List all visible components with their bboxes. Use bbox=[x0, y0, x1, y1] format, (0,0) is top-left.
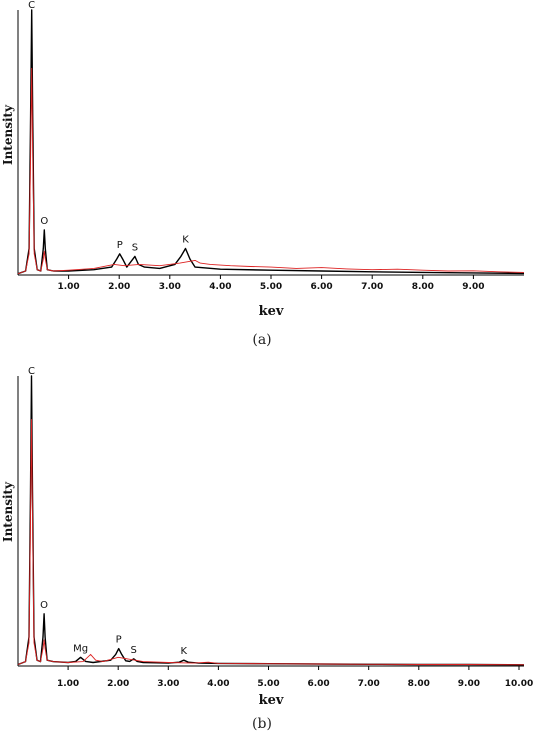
panel-caption: (a) bbox=[252, 332, 271, 348]
x-tick-label: 6.00 bbox=[310, 282, 332, 292]
x-tick-label: 9.00 bbox=[458, 679, 480, 689]
x-tick-label: 2.00 bbox=[107, 679, 129, 689]
peak-label: K bbox=[182, 235, 189, 246]
x-tick-label: 3.00 bbox=[157, 679, 179, 689]
peak-label: S bbox=[132, 242, 138, 253]
x-tick-label: 9.00 bbox=[462, 282, 484, 292]
spectrum-line-black bbox=[17, 9, 525, 275]
x-tick-label: 6.00 bbox=[307, 679, 329, 689]
x-tick-label: 7.00 bbox=[361, 282, 383, 292]
x-tick-label: 5.00 bbox=[260, 282, 282, 292]
peak-label: O bbox=[40, 600, 48, 611]
x-tick-label: 2.00 bbox=[108, 282, 130, 292]
y-axis-label: Intensity bbox=[1, 104, 15, 165]
peak-label: Mg bbox=[73, 643, 88, 654]
x-axis-label: kev bbox=[259, 304, 284, 319]
x-tick-label: 8.00 bbox=[412, 282, 434, 292]
x-tick-label: 3.00 bbox=[159, 282, 181, 292]
peak-label: S bbox=[131, 645, 137, 656]
peak-label: P bbox=[117, 240, 123, 251]
x-tick-label: 1.00 bbox=[57, 679, 79, 689]
spectrum-panel-b: 1.00 2.00 3.00 4.00 5.00 6.00 7.00 8.00 9.00 10.0… bbox=[1, 366, 533, 732]
spectrum-panel-a: 1.00 2.00 3.00 4.00 5.00 6.00 7.00 8.00 9.00 C O P S… bbox=[1, 0, 525, 348]
peak-label: K bbox=[181, 646, 188, 657]
x-axis-label: kev bbox=[259, 693, 284, 708]
x-tick-label: 8.00 bbox=[408, 679, 430, 689]
y-axis-label: Intensity bbox=[1, 481, 15, 542]
x-tick-label: 5.00 bbox=[257, 679, 279, 689]
spectrum-line-red bbox=[17, 67, 525, 275]
x-tick-label: 7.00 bbox=[358, 679, 380, 689]
peak-label: C bbox=[28, 0, 35, 11]
x-tick-label: 10.00 bbox=[505, 679, 533, 689]
spectrum-line-red bbox=[17, 419, 525, 666]
x-tick-label: 1.00 bbox=[57, 282, 79, 292]
x-tick-label: 4.00 bbox=[207, 679, 229, 689]
x-tick-label: 4.00 bbox=[209, 282, 231, 292]
peak-label: C bbox=[28, 366, 35, 377]
panel-caption: (b) bbox=[252, 716, 272, 732]
peak-label: P bbox=[116, 635, 122, 646]
peak-label: O bbox=[40, 216, 48, 227]
spectrum-line-black bbox=[17, 375, 525, 666]
